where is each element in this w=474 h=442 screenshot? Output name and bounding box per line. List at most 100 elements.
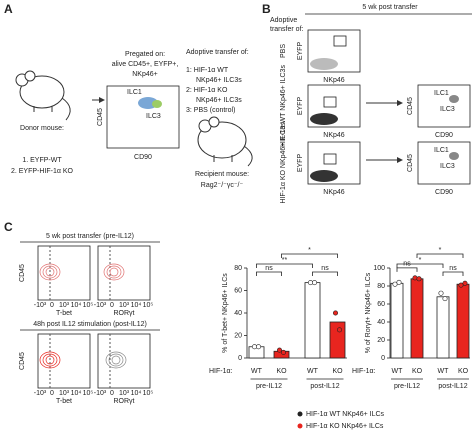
axis-label: CD45 — [97, 108, 104, 126]
x-tick-label: -10³ — [94, 390, 107, 397]
gate-label: ILC1 — [127, 89, 142, 96]
sig-label: * — [308, 247, 311, 254]
gate — [323, 96, 337, 108]
gate-text: NKp46+ — [132, 71, 158, 78]
panel-letter: B — [262, 2, 271, 16]
recipient-label: Recipient mouse: — [195, 171, 249, 178]
data-point — [280, 349, 286, 355]
cell-cloud — [310, 58, 338, 70]
axis-label: CD90 — [435, 132, 453, 139]
data-point — [336, 327, 342, 333]
category-label: WT — [438, 368, 450, 375]
flow-plot — [307, 141, 361, 185]
axis-label: EYFP — [297, 97, 304, 116]
bar — [436, 296, 450, 359]
flow-plot — [106, 85, 180, 149]
y-tick-label: 80 — [234, 265, 242, 272]
x-tick-label: -10³ — [34, 390, 47, 397]
x-tick-label: 0 — [110, 302, 114, 309]
y-tick-label: 0 — [381, 355, 385, 362]
axis-label: CD90 — [435, 189, 453, 196]
x-tick-label: 10⁵ — [83, 302, 94, 309]
x-tick-label: 10³ — [119, 302, 130, 309]
cell-cloud — [111, 355, 121, 365]
cell-cloud — [103, 263, 125, 281]
panel-letter: A — [4, 2, 13, 16]
sig-bracket — [396, 263, 444, 268]
sig-label: ns — [449, 265, 457, 272]
side-title: transfer of: — [270, 26, 304, 33]
data-point — [255, 344, 261, 350]
gate-label: ILC3 — [440, 163, 455, 170]
cell-cloud — [310, 113, 338, 125]
data-point — [396, 279, 402, 285]
flow-plot — [97, 333, 151, 389]
x-tick-label: 0 — [50, 390, 54, 397]
donor-label: Donor mouse: — [20, 125, 64, 132]
data-point — [442, 296, 448, 302]
data-point — [311, 280, 317, 286]
cell-cloud — [39, 263, 61, 281]
gate-label: ILC1 — [434, 147, 449, 154]
sig-bracket — [396, 267, 418, 272]
y-tick-label: 0 — [238, 355, 242, 362]
legend-marker — [297, 423, 303, 429]
sig-bracket — [256, 263, 313, 268]
sig-label: ns — [265, 265, 273, 272]
category-label: KO — [332, 368, 343, 375]
donor-item: 2. EYFP-HIF-1α KO — [11, 168, 74, 175]
data-point — [462, 280, 468, 286]
axis-label: RORγt — [114, 398, 135, 405]
x-tick-label: 10⁴ — [131, 302, 142, 309]
x-tick-label: 10⁴ — [71, 302, 82, 309]
axis-label: CD45 — [19, 352, 26, 370]
y-tick-label: 20 — [234, 332, 242, 339]
bar — [304, 282, 321, 359]
legend-marker — [297, 411, 303, 417]
x-tick-label: 10⁴ — [131, 390, 142, 397]
transfer-item: 2: HIF-1α KO — [186, 87, 228, 94]
y-axis-label: % of Rorγt+ NKp46+ ILCs — [365, 272, 372, 353]
x-tick-label: 10⁴ — [71, 390, 82, 397]
cell-cloud — [42, 265, 58, 279]
flow-plot — [307, 29, 361, 73]
bar — [456, 283, 470, 359]
flow-plot — [417, 84, 471, 128]
data-point — [332, 310, 338, 316]
donor-mouse — [15, 70, 71, 121]
cell-cloud — [106, 265, 122, 279]
y-tick-label: 60 — [377, 301, 385, 308]
data-point — [438, 290, 444, 296]
gate-text: alive CD45+, EYFP+, — [112, 61, 179, 68]
cell-cloud — [449, 152, 459, 160]
transfer-item: 3: PBS (control) — [186, 107, 235, 114]
data-point — [416, 276, 422, 282]
sig-bracket — [312, 271, 338, 276]
sig-bracket — [281, 253, 338, 258]
axis-label: CD45 — [19, 264, 26, 282]
category-label: KO — [276, 368, 287, 375]
x-tick-label: 10³ — [119, 390, 130, 397]
sig-label: ** — [282, 257, 288, 264]
side-title: Adoptive — [270, 17, 297, 24]
x-tick-label: 0 — [110, 390, 114, 397]
y-tick-label: 20 — [377, 337, 385, 344]
cell-cloud — [105, 351, 127, 369]
x-tick-label: 10⁵ — [143, 390, 154, 397]
group-label: pre-IL12 — [256, 383, 282, 390]
data-point — [412, 275, 418, 281]
recipient-label: Rag2⁻/⁻γc⁻/⁻ — [201, 182, 244, 189]
flow-plot — [37, 333, 91, 389]
bar — [329, 321, 346, 359]
row-label: HIF-1α KO NKp46+ ILC3s — [280, 122, 287, 204]
cell-cloud — [449, 95, 459, 103]
cell-cloud — [310, 170, 338, 182]
y-tick-label: 80 — [377, 283, 385, 290]
group-label: post-IL12 — [310, 383, 339, 390]
header: 5 wk post transfer — [362, 4, 418, 11]
donor-item: 1. EYFP-WT — [22, 157, 62, 164]
cell-cloud — [39, 351, 61, 369]
cell-cloud — [45, 267, 55, 277]
category-label: WT — [251, 368, 263, 375]
x-tick-label: 10⁵ — [143, 302, 154, 309]
